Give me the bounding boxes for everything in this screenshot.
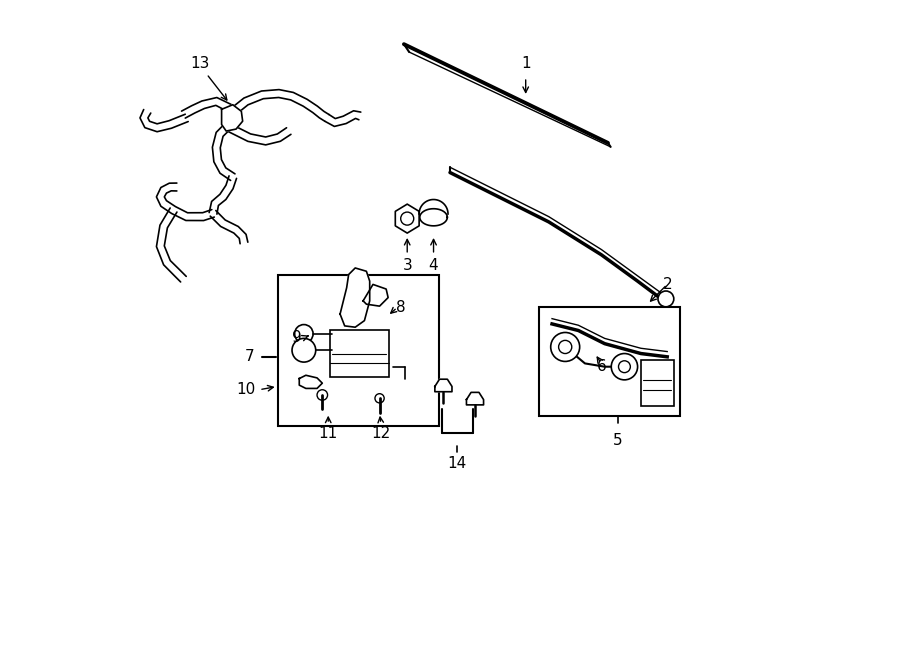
Polygon shape xyxy=(419,200,448,214)
Text: 4: 4 xyxy=(428,258,438,273)
Text: 8: 8 xyxy=(396,300,405,315)
Polygon shape xyxy=(466,393,483,405)
Circle shape xyxy=(618,361,630,373)
Polygon shape xyxy=(419,209,447,226)
Text: 7: 7 xyxy=(245,349,254,364)
Bar xyxy=(277,274,439,426)
Polygon shape xyxy=(221,104,243,131)
Text: 5: 5 xyxy=(613,432,623,447)
Text: 13: 13 xyxy=(190,56,210,71)
Circle shape xyxy=(559,340,572,354)
Text: 1: 1 xyxy=(521,56,530,71)
Circle shape xyxy=(294,325,313,343)
Text: 14: 14 xyxy=(447,455,466,471)
Circle shape xyxy=(292,338,316,362)
Circle shape xyxy=(658,291,674,307)
Polygon shape xyxy=(363,284,388,306)
Text: 2: 2 xyxy=(662,277,672,292)
Circle shape xyxy=(400,212,414,225)
Text: 12: 12 xyxy=(372,426,391,441)
Text: 6: 6 xyxy=(597,359,607,374)
Text: 9: 9 xyxy=(292,330,302,344)
Polygon shape xyxy=(395,204,419,233)
Polygon shape xyxy=(340,268,370,327)
Circle shape xyxy=(611,354,637,380)
Bar xyxy=(641,360,674,407)
Bar xyxy=(330,330,390,377)
Text: 10: 10 xyxy=(237,382,256,397)
Text: 3: 3 xyxy=(402,258,412,273)
Circle shape xyxy=(551,332,580,362)
Text: 11: 11 xyxy=(319,426,338,441)
Polygon shape xyxy=(300,375,322,389)
Polygon shape xyxy=(435,379,452,392)
Bar xyxy=(539,307,680,416)
Circle shape xyxy=(375,394,384,403)
Circle shape xyxy=(317,390,328,401)
